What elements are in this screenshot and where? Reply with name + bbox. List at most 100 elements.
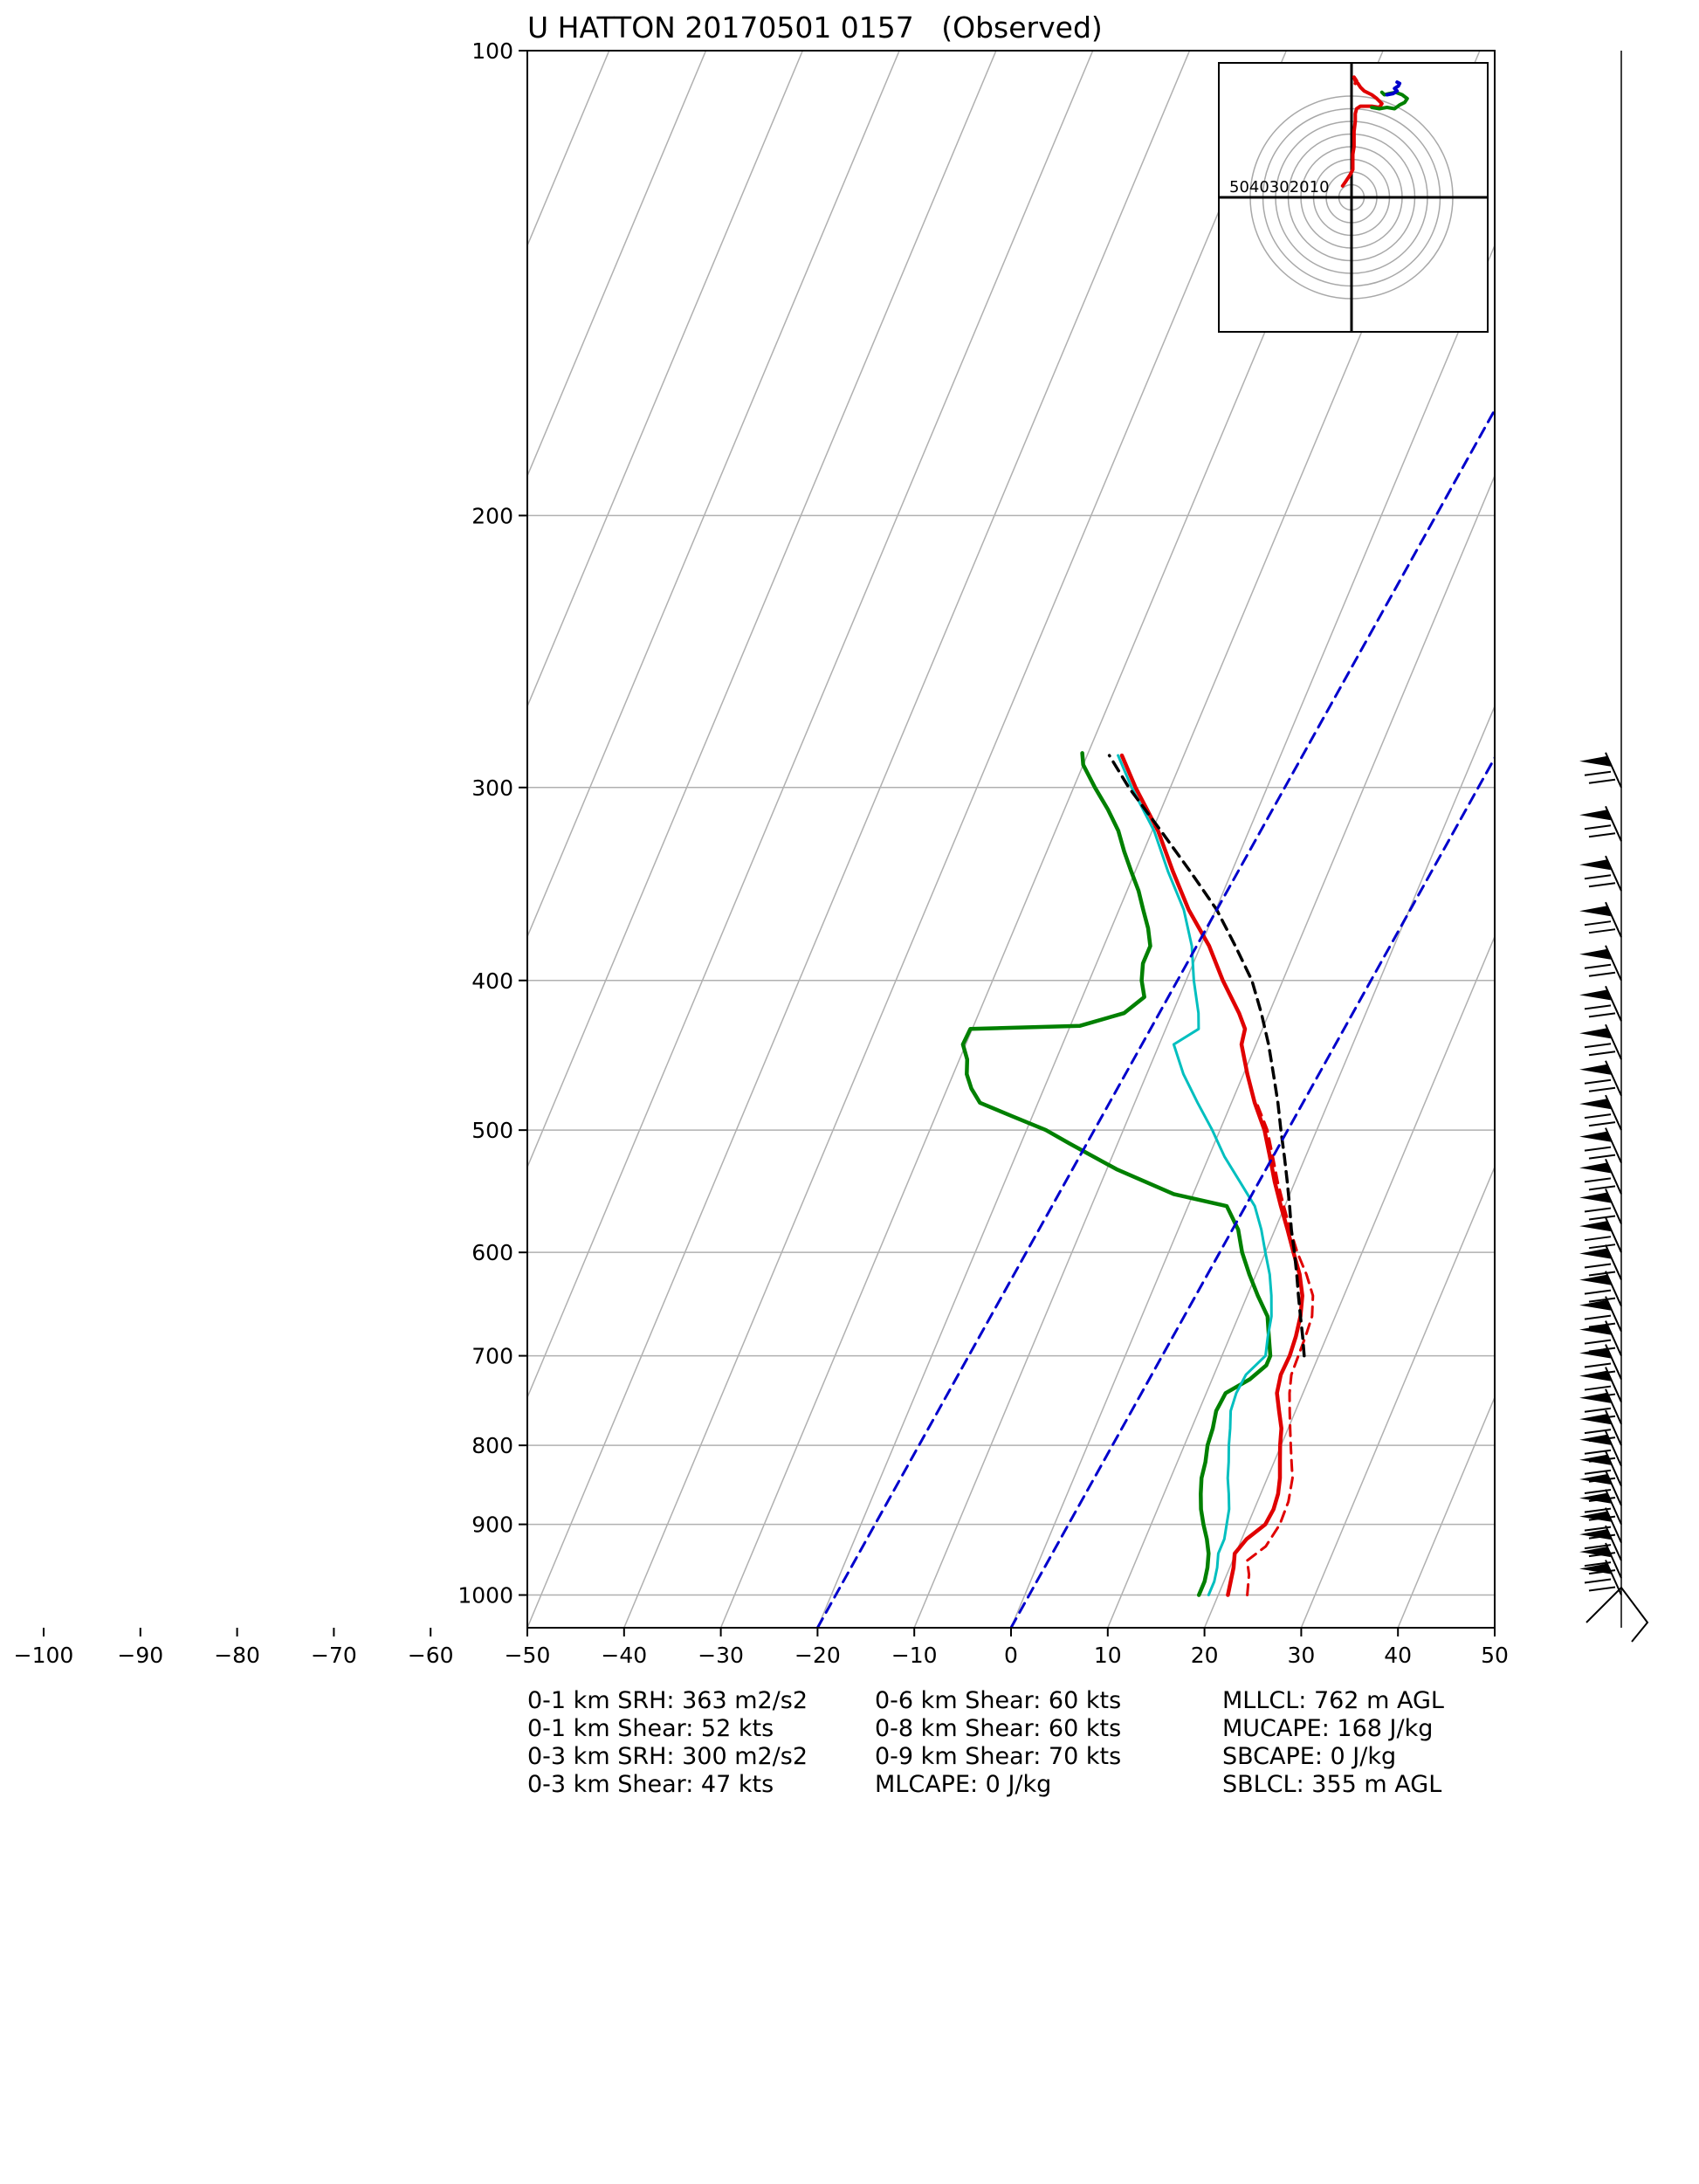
wind-barb-pennant: [1579, 1162, 1611, 1174]
stat-shear-0-3km: 0-3 km Shear: 47 kts: [527, 1771, 774, 1798]
hodograph-trace-low: [1340, 75, 1384, 188]
wind-barb-feather: [1588, 882, 1616, 888]
wind-barb-525: [1579, 1127, 1622, 1164]
wind-barb-pennant: [1579, 989, 1611, 1001]
stat-mlcape: MLCAPE: 0 J/kg: [875, 1771, 1052, 1798]
wind-barb-shaft: [1605, 805, 1622, 842]
wind-barb-feather: [1584, 1339, 1612, 1345]
temperature-tick-label--10: −10: [891, 1643, 938, 1668]
wind-barb-pennant: [1579, 810, 1611, 821]
stats-column-deep-shear: 0-6 km Shear: 60 kts 0-8 km Shear: 60 kt…: [875, 1687, 1121, 1799]
temperature-tick-label--80: −80: [214, 1643, 260, 1668]
isotherm-20: [1203, 934, 1495, 1628]
pressure-tick-label-900: 900: [471, 1512, 513, 1538]
temperature-tick-label-30: 30: [1287, 1643, 1315, 1668]
wind-barb-shaft: [1605, 1489, 1622, 1526]
isotherm--40: [623, 51, 1288, 1628]
wind-barb-feather: [1584, 1177, 1612, 1183]
wind-barb-surface: [1586, 1586, 1649, 1643]
pressure-tick-label-500: 500: [471, 1118, 513, 1143]
wind-barb-feather: [1584, 824, 1612, 830]
wind-barb-350: [1579, 855, 1622, 892]
wind-barb-feather: [1584, 1113, 1612, 1120]
wind-barb-475: [1579, 1060, 1622, 1097]
wind-barb-feather: [1584, 1004, 1612, 1010]
wind-barb-650: [1579, 1271, 1622, 1307]
wind-barb-feather: [1584, 1544, 1612, 1550]
series-dry-adiabat-1: [815, 407, 1495, 1628]
wind-barb-pennant: [1579, 1347, 1611, 1359]
isotherm-0: [1010, 474, 1495, 1628]
wind-barb-feather: [1588, 1121, 1616, 1127]
wind-barb-feather: [1584, 920, 1612, 927]
temperature-tick-label--40: −40: [601, 1643, 647, 1668]
wind-barb-shaft: [1605, 1470, 1622, 1506]
stats-column-shear-srh: 0-1 km SRH: 363 m2/s2 0-1 km Shear: 52 k…: [527, 1687, 808, 1799]
wind-barb-feather: [1588, 1436, 1616, 1443]
wind-barb-feather: [1588, 1370, 1616, 1376]
wind-barb-feather: [1584, 1289, 1612, 1295]
wind-barb-shaft: [1605, 985, 1622, 1022]
wind-barb-feather: [1584, 1263, 1612, 1269]
wind-barb-feather: [1584, 1561, 1612, 1567]
wind-barb-725: [1579, 1344, 1622, 1380]
temperature-tick-label--50: −50: [505, 1643, 551, 1668]
wind-barb-feather: [1588, 1477, 1616, 1483]
wind-barb-shaft: [1605, 1094, 1622, 1131]
wind-barb-pennant: [1579, 1099, 1611, 1110]
wind-barb-feather: [1588, 1415, 1616, 1421]
isotherm--130: [0, 51, 416, 1628]
series-layer: [815, 407, 1495, 1628]
wind-barb-shaft: [1605, 1023, 1622, 1060]
wind-barb-shaft: [1605, 1525, 1622, 1561]
wind-barb-shaft: [1605, 1409, 1622, 1446]
temperature-tick-label-20: 20: [1191, 1643, 1219, 1668]
wind-barb-feather: [1584, 1236, 1612, 1242]
wind-barb-feather: [1588, 1271, 1616, 1277]
wind-barb-shaft: [1605, 1127, 1622, 1164]
wind-barb-feather: [1588, 1552, 1616, 1558]
stat-srh-0-1km: 0-1 km SRH: 363 m2/s2: [527, 1687, 808, 1714]
wind-barb-pennant: [1579, 1064, 1611, 1075]
wind-barb-pennant: [1579, 1454, 1611, 1465]
stat-shear-0-6km: 0-6 km Shear: 60 kts: [875, 1687, 1122, 1714]
wind-barb-625: [1579, 1244, 1622, 1280]
wind-barb-feather: [1584, 770, 1612, 776]
pressure-tick-label-300: 300: [471, 775, 513, 801]
hodograph-trace-high: [1385, 80, 1402, 97]
stat-mllcl: MLLCL: 762 m AGL: [1222, 1687, 1444, 1714]
temperature-tick-label-10: 10: [1094, 1643, 1122, 1668]
wind-barb-550: [1579, 1158, 1622, 1195]
temperature-tick-label--70: −70: [311, 1643, 357, 1668]
wind-barb-shaft: [1605, 1450, 1622, 1487]
hodograph-layer: 5040302010: [1219, 63, 1488, 332]
wind-barb-feather: [1584, 1469, 1612, 1475]
isotherm-50: [1494, 1626, 1495, 1628]
series-temperature: [1119, 753, 1304, 1597]
temperature-tick-label--90: −90: [117, 1643, 163, 1668]
wind-barb-shaft: [1605, 1060, 1622, 1097]
wind-barb-shaft: [1605, 1344, 1622, 1380]
wind-barb-shaft: [1605, 945, 1622, 982]
wind-barb-pennant: [1579, 1473, 1611, 1485]
wind-barb-shaft: [1605, 752, 1622, 789]
wind-barb-375: [1579, 901, 1622, 938]
wind-barb-450: [1579, 1023, 1622, 1060]
temperature-tick-label--30: −30: [698, 1643, 744, 1668]
wind-barb-850: [1579, 1450, 1622, 1487]
temperature-tick-label-50: 50: [1481, 1643, 1509, 1668]
wind-barb-feather: [1588, 971, 1616, 977]
wind-barb-feather: [1588, 1297, 1616, 1303]
wind-barb-feather: [1588, 1051, 1616, 1057]
wind-barb-feather: [1588, 1496, 1616, 1502]
wind-barb-feather: [1584, 1385, 1612, 1391]
wind-barb-825: [1579, 1430, 1622, 1467]
wind-barb-feather: [1588, 1215, 1616, 1221]
wind-barb-shaft: [1605, 855, 1622, 892]
isotherm--70: [527, 51, 997, 1169]
stat-sbcape: SBCAPE: 0 J/kg: [1222, 1743, 1397, 1770]
stat-sblcl: SBLCL: 355 m AGL: [1222, 1771, 1442, 1798]
wind-barb-feather: [1584, 1146, 1612, 1152]
wind-barb-900: [1579, 1489, 1622, 1526]
